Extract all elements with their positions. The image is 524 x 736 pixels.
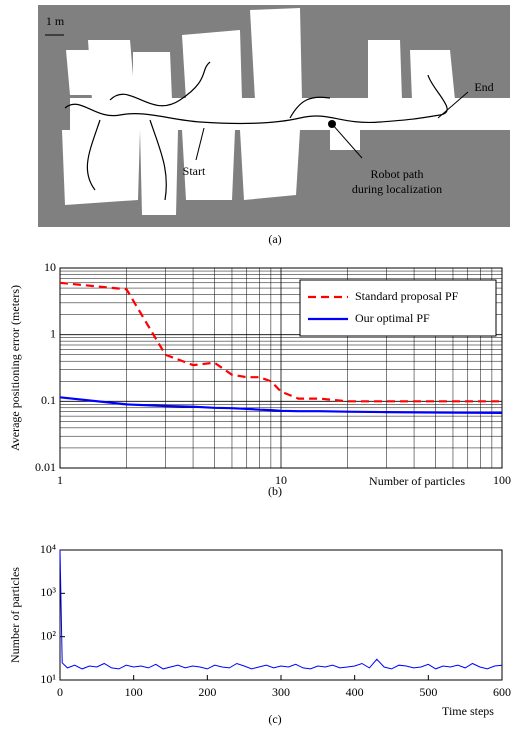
x-tick-label: 400 — [346, 685, 364, 699]
caption: (a) — [268, 232, 281, 246]
y-tick-label: 0.01 — [35, 460, 56, 474]
path-label: Robot path — [371, 167, 424, 181]
data-line — [60, 550, 502, 669]
y-tick-label: 10³ — [40, 585, 56, 599]
y-tick-label: 10¹ — [40, 672, 56, 686]
y-axis-label: Number of particles — [8, 567, 22, 663]
plot-frame — [60, 550, 502, 680]
legend-label: Standard proposal PF — [355, 289, 459, 303]
caption: (c) — [268, 712, 281, 726]
y-tick-label: 1 — [50, 326, 56, 340]
x-tick-label: 600 — [493, 685, 511, 699]
x-tick-label: 100 — [125, 685, 143, 699]
x-tick-label: 0 — [57, 685, 63, 699]
y-tick-label: 10⁴ — [40, 542, 56, 556]
map: 1 m Start End Robot path during localiza… — [38, 5, 510, 246]
y-tick-label: 10² — [40, 628, 56, 642]
x-axis-label: Time steps — [442, 704, 494, 718]
y-axis-label: Average positioning error (meters) — [8, 285, 22, 451]
y-tick-label: 0.1 — [41, 393, 56, 407]
y-tick-label: 10 — [44, 260, 56, 274]
scale-label: 1 m — [46, 14, 65, 28]
path-label: during localization — [352, 182, 442, 196]
caption: (b) — [268, 484, 282, 498]
end-label: End — [474, 80, 493, 94]
x-tick-label: 500 — [419, 685, 437, 699]
x-tick-label: 200 — [198, 685, 216, 699]
figure: 1 m Start End Robot path during localiza… — [0, 0, 524, 736]
legend-label: Our optimal PF — [355, 311, 430, 325]
x-axis-label: Number of particles — [369, 474, 465, 488]
x-tick-label: 1 — [57, 473, 63, 487]
x-tick-label: 100 — [493, 473, 511, 487]
x-tick-label: 300 — [272, 685, 290, 699]
start-label: Start — [183, 164, 206, 178]
